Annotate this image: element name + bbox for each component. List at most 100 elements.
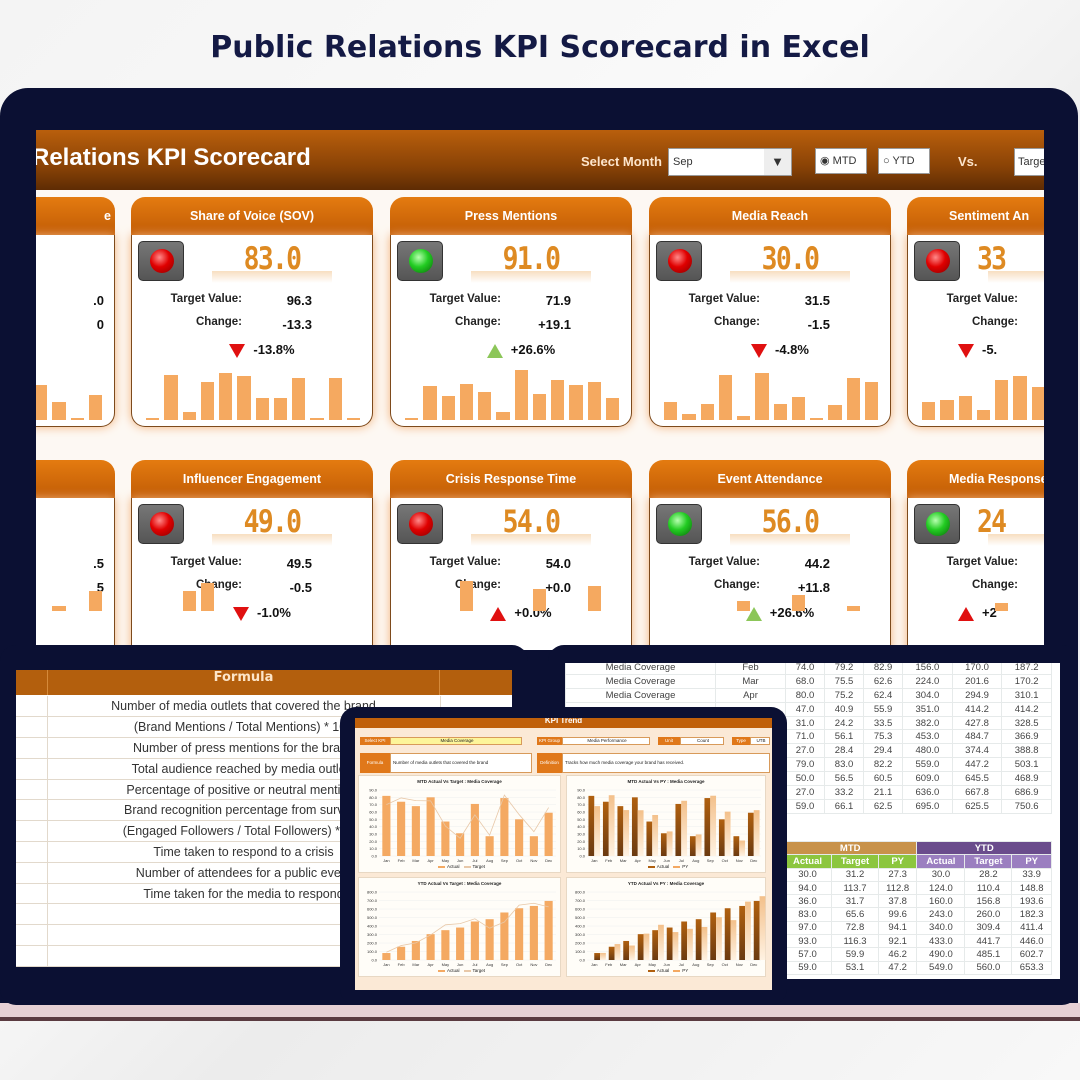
dashboard-header: Relations KPI Scorecard Select Month Sep… <box>36 130 1044 190</box>
arrow-down-icon <box>229 343 246 358</box>
value-cell: 686.9 <box>1001 785 1052 800</box>
x-tick-label: Apr <box>635 962 642 967</box>
kpi-name-cell <box>16 737 48 759</box>
ytd-radio[interactable]: ○ YTD <box>878 148 930 174</box>
bar-actual <box>515 819 524 856</box>
value-cell: 484.7 <box>951 729 1003 745</box>
target-label: Target Value: <box>170 293 242 305</box>
kpi-change-percent: +2 <box>958 605 1044 621</box>
bar-actual <box>441 821 450 856</box>
target-label: Target Value: <box>946 556 1018 568</box>
bar-actual <box>660 833 667 856</box>
bar-actual <box>666 927 673 960</box>
value-cell: 480.0 <box>902 743 953 759</box>
x-tick-label: Jul <box>472 858 477 863</box>
kpi-target-value: .0 <box>93 293 104 308</box>
sparkline-bar <box>700 404 714 420</box>
sparkline-bar <box>423 386 437 420</box>
value-cell: 31.2 <box>831 867 879 882</box>
value-cell: 62.5 <box>863 798 904 814</box>
sparkline-bar <box>682 414 696 420</box>
value-cell: 602.7 <box>1011 947 1052 962</box>
legend-swatch <box>673 865 681 868</box>
kpi-card[interactable]: e .0 0 <box>36 197 115 427</box>
value-cell: 113.7 <box>831 880 879 896</box>
column-header: Target <box>964 854 1013 869</box>
value-cell: 366.9 <box>1001 729 1052 745</box>
bar-py <box>608 795 615 856</box>
legend-label: Actual <box>656 864 670 869</box>
kpi-card[interactable]: Event Attendance 56.0 Target Value: Change:… <box>649 460 891 650</box>
sparkline-chart <box>146 561 360 611</box>
value-cell: 27.0 <box>784 785 826 800</box>
kpi-name-cell <box>16 945 48 967</box>
bar-actual <box>652 930 659 960</box>
y-tick-label: 70.0 <box>577 802 586 807</box>
formula-cell: Number of media outlets that covered the… <box>47 696 441 718</box>
bar-py <box>724 811 731 856</box>
sparkline-bar <box>864 382 878 420</box>
table-row: Number of media outlets that covered the… <box>16 696 512 718</box>
kpi-card[interactable]: Media Reach 30.0 Target Value: Change: 31.5-… <box>649 197 891 427</box>
value-cell: 433.0 <box>916 934 966 949</box>
y-tick-label: 200.0 <box>367 941 378 946</box>
kpi-card[interactable]: Share of Voice (SOV) 83.0 Target Value: Cha… <box>131 197 373 427</box>
x-tick-label: Mar <box>412 962 420 967</box>
value-cell: 201.6 <box>951 673 1003 689</box>
table-row: Media Coverage Apr 80.0 75.2 62.4 304.0 294.9 3… <box>565 687 1052 703</box>
kpi-card-body: .0 0 <box>36 235 115 427</box>
month-dropdown[interactable]: Sep ▼ <box>668 148 792 176</box>
x-tick-label: Feb <box>398 962 406 967</box>
kpi-card[interactable]: Press Mentions 91.0 Target Value: Change: 71… <box>390 197 632 427</box>
value-reflection <box>730 271 850 283</box>
value-cell: 57.0 <box>782 947 833 962</box>
chevron-down-icon[interactable]: ▼ <box>764 149 791 175</box>
laptop-base <box>0 1003 1080 1018</box>
sparkline-bar <box>976 410 990 420</box>
kpi-card[interactable]: .5 5 <box>36 460 115 650</box>
bar-actual <box>515 908 524 960</box>
kpi-card-body: 33 Target Value: Change: -5. <box>907 235 1044 427</box>
x-tick-label: Oct <box>516 962 523 967</box>
bar-actual <box>544 900 553 960</box>
bar-py <box>681 800 688 856</box>
legend-label: Actual <box>446 968 460 973</box>
value-cell: 68.0 <box>784 673 826 689</box>
mtd-radio[interactable]: ◉ MTD <box>815 148 867 174</box>
value-cell: 609.0 <box>902 771 953 787</box>
legend-swatch <box>673 969 681 972</box>
bar-py <box>687 928 693 960</box>
value-reflection <box>471 534 591 546</box>
value-cell: 112.8 <box>877 880 918 896</box>
value-cell: 625.5 <box>951 798 1003 814</box>
sparkline-bar <box>995 380 1009 420</box>
y-tick-label: 50.0 <box>577 817 586 822</box>
kpi-card[interactable]: Influencer Engagement 49.0 Target Value: Ch… <box>131 460 373 650</box>
value-cell: 79.2 <box>824 663 865 675</box>
target-label: Target Value: <box>688 293 760 305</box>
value-cell: 260.0 <box>964 907 1013 922</box>
vs-dropdown[interactable]: Target <box>1014 148 1044 176</box>
kpi-name-cell <box>16 779 48 801</box>
kpi-card[interactable]: Media Response 24 Target Value: Change: +2 <box>907 460 1044 650</box>
x-tick-label: Oct <box>516 858 523 863</box>
kpi-card[interactable]: Crisis Response Time 54.0 Target Value: Cha… <box>390 460 632 650</box>
value-cell: 46.2 <box>877 947 918 962</box>
kpi-card[interactable]: Sentiment An 33 Target Value: Change: -5. <box>907 197 1044 427</box>
kpi-name-cell <box>16 820 48 843</box>
sparkline-bar <box>958 396 972 420</box>
table-row: 30.0 31.2 27.3 30.0 28.2 33.9 <box>782 867 1052 882</box>
bar-py <box>745 901 751 960</box>
value-cell: 156.0 <box>902 663 953 675</box>
arrow-down-icon <box>958 343 974 358</box>
select-kpi-label: Select KPI <box>360 737 390 745</box>
value-cell: 667.8 <box>951 785 1003 800</box>
bar-actual <box>382 953 391 960</box>
y-tick-label: 50.0 <box>369 817 378 822</box>
kpi-card-title <box>36 460 115 500</box>
value-cell: 37.8 <box>877 894 918 909</box>
value-reflection <box>988 534 1044 546</box>
sparkline-bar <box>791 595 805 611</box>
kpi-name-cell <box>16 716 48 739</box>
value-cell: 56.5 <box>824 771 865 787</box>
